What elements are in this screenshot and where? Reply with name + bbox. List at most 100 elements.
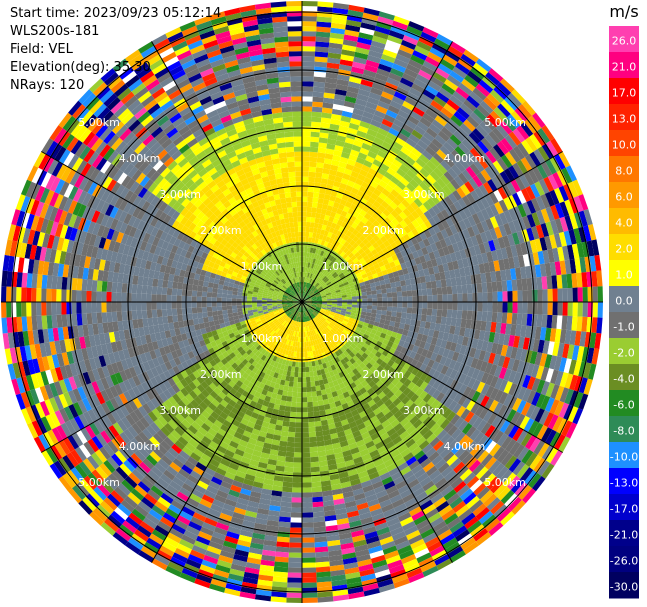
velocity-gate bbox=[432, 379, 442, 390]
velocity-gate bbox=[478, 407, 489, 420]
velocity-gate bbox=[307, 411, 315, 418]
velocity-gate bbox=[430, 242, 438, 252]
velocity-gate bbox=[526, 213, 536, 228]
velocity-gate bbox=[332, 103, 344, 111]
velocity-gate bbox=[526, 277, 533, 291]
velocity-gate bbox=[373, 30, 389, 40]
velocity-gate bbox=[308, 431, 317, 438]
velocity-gate bbox=[334, 247, 341, 254]
velocity-gate bbox=[293, 376, 299, 383]
velocity-gate bbox=[483, 96, 498, 111]
velocity-gate bbox=[386, 329, 393, 337]
velocity-gate bbox=[316, 202, 323, 209]
velocity-gate bbox=[402, 123, 415, 134]
velocity-gate bbox=[326, 307, 332, 310]
velocity-gate bbox=[344, 201, 353, 209]
velocity-gate bbox=[309, 151, 318, 158]
velocity-gate bbox=[522, 254, 530, 267]
velocity-gate bbox=[377, 150, 388, 159]
velocity-gate bbox=[376, 223, 385, 232]
velocity-gate bbox=[377, 100, 390, 110]
velocity-gate bbox=[313, 275, 318, 281]
velocity-gate bbox=[474, 404, 485, 417]
velocity-gate bbox=[360, 216, 369, 225]
velocity-gate bbox=[427, 235, 435, 245]
velocity-gate bbox=[380, 200, 390, 209]
velocity-gate bbox=[562, 343, 570, 359]
velocity-gate bbox=[324, 153, 334, 160]
velocity-gate bbox=[413, 353, 422, 362]
velocity-gate bbox=[372, 298, 378, 302]
velocity-gate bbox=[423, 210, 433, 221]
velocity-gate bbox=[485, 71, 501, 86]
velocity-gate bbox=[442, 302, 448, 310]
velocity-gate bbox=[310, 273, 315, 280]
velocity-gate bbox=[462, 364, 471, 376]
velocity-gate bbox=[540, 395, 551, 411]
velocity-gate bbox=[405, 260, 412, 268]
velocity-gate bbox=[492, 291, 498, 302]
velocity-gate bbox=[591, 317, 598, 333]
velocity-gate bbox=[341, 322, 347, 328]
velocity-gate bbox=[347, 127, 358, 136]
velocity-gate bbox=[445, 216, 454, 227]
velocity-gate bbox=[449, 41, 466, 54]
velocity-gate bbox=[437, 264, 445, 273]
velocity-gate bbox=[446, 99, 460, 111]
velocity-gate bbox=[379, 279, 386, 286]
velocity-gate bbox=[320, 122, 331, 129]
velocity-gate bbox=[297, 387, 302, 393]
velocity-gate bbox=[362, 322, 369, 328]
velocity-gate bbox=[520, 242, 528, 256]
velocity-gate bbox=[529, 239, 538, 253]
velocity-gate bbox=[290, 371, 295, 377]
velocity-gate bbox=[379, 243, 387, 251]
velocity-gate bbox=[393, 91, 407, 101]
velocity-gate bbox=[406, 290, 413, 297]
velocity-gate bbox=[503, 222, 512, 236]
velocity-gate bbox=[489, 387, 500, 400]
velocity-gate bbox=[577, 287, 583, 302]
velocity-gate bbox=[457, 259, 464, 269]
velocity-gate bbox=[568, 197, 579, 214]
velocity-gate bbox=[318, 287, 324, 292]
velocity-gate bbox=[385, 39, 401, 50]
velocity-gate bbox=[317, 152, 326, 159]
velocity-gate bbox=[582, 287, 588, 302]
velocity-gate bbox=[302, 432, 310, 438]
velocity-gate bbox=[397, 109, 410, 120]
velocity-gate bbox=[376, 309, 382, 315]
velocity-gate bbox=[419, 116, 432, 128]
velocity-gate bbox=[581, 316, 588, 332]
velocity-gate bbox=[422, 27, 439, 39]
velocity-gate bbox=[360, 79, 374, 88]
velocity-gate bbox=[502, 302, 508, 313]
velocity-gate bbox=[315, 233, 321, 240]
velocity-gate bbox=[540, 161, 553, 177]
velocity-gate bbox=[302, 437, 310, 443]
velocity-gate bbox=[382, 258, 390, 266]
velocity-gate bbox=[389, 100, 403, 110]
velocity-gate bbox=[503, 368, 512, 382]
velocity-gate bbox=[343, 241, 350, 248]
velocity-gate bbox=[302, 477, 312, 483]
velocity-gate bbox=[313, 289, 319, 294]
velocity-gate bbox=[457, 302, 463, 311]
velocity-gate bbox=[443, 171, 455, 183]
velocity-gate bbox=[306, 277, 309, 283]
velocity-gate bbox=[320, 281, 326, 287]
velocity-gate bbox=[503, 334, 511, 346]
velocity-gate bbox=[321, 203, 328, 210]
velocity-gate bbox=[522, 215, 532, 230]
velocity-gate bbox=[338, 283, 345, 288]
velocity-gate bbox=[308, 278, 311, 284]
velocity-gate bbox=[564, 215, 574, 231]
velocity-gate bbox=[467, 302, 473, 311]
velocity-gate bbox=[352, 242, 359, 249]
velocity-gate bbox=[275, 546, 290, 553]
velocity-gate bbox=[368, 124, 380, 133]
velocity-gate bbox=[302, 181, 309, 187]
velocity-gate bbox=[302, 61, 315, 67]
velocity-gate bbox=[401, 199, 411, 209]
velocity-gate bbox=[532, 338, 540, 353]
